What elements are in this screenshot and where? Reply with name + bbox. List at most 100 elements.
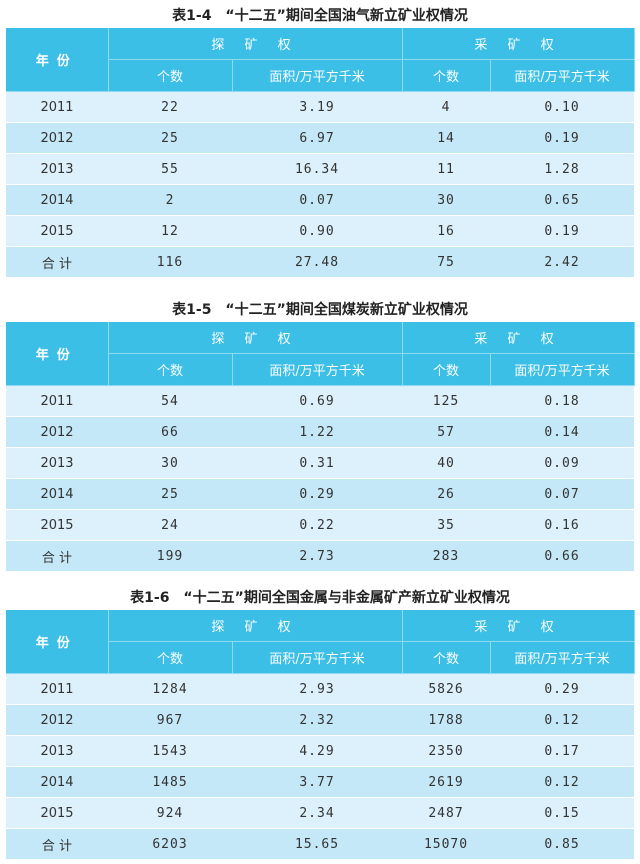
table-row: 2014 25 0.29 26 0.07: [6, 478, 635, 510]
cell-exp-count: 1543: [108, 735, 232, 767]
header-year: 年份: [6, 322, 109, 386]
cell-year: 2013: [6, 153, 108, 185]
cell-min-count: 2350: [402, 735, 491, 767]
data-table: 年份探 矿 权采 矿 权个数 面积/万平方千米 个数 面积/万平方千米 2011 1284…: [6, 610, 635, 860]
header-exploration: 探 矿 权: [108, 322, 403, 354]
table-caption: 表1-6 “十二五”期间全国金属与非金属矿产新立矿业权情况: [130, 590, 510, 606]
cell-min-area: 0.15: [490, 797, 635, 829]
cell-min-count: 30: [402, 184, 491, 216]
cell-year: 2012: [6, 704, 108, 736]
cell-min-area: 0.12: [490, 704, 635, 736]
table-row: 合 计 116 27.48 75 2.42: [6, 246, 635, 278]
data-table: 年份探 矿 权采 矿 权个数 面积/万平方千米 个数 面积/万平方千米 2011 22 3.…: [6, 28, 635, 278]
cell-exp-count: 6203: [108, 828, 232, 860]
cell-min-count: 40: [402, 447, 491, 479]
cell-exp-count: 30: [108, 447, 232, 479]
cell-min-count: 5826: [402, 673, 491, 705]
header-mining: 采 矿 权: [402, 28, 635, 60]
cell-min-count: 125: [402, 385, 491, 417]
header-exp-count: 个数: [108, 59, 233, 92]
cell-exp-count: 22: [108, 91, 232, 123]
table-row: 2015 12 0.90 16 0.19: [6, 215, 635, 247]
header-min-area: 面积/万平方千米: [490, 353, 635, 386]
header-min-area: 面积/万平方千米: [490, 641, 635, 674]
table-row: 2014 2 0.07 30 0.65: [6, 184, 635, 216]
table-block-2: 表1-5 “十二五”期间全国煤炭新立矿业权情况 年份探 矿 权采 矿 权个数 面积/…: [6, 298, 635, 572]
table-row: 2013 30 0.31 40 0.09: [6, 447, 635, 479]
header-year: 年份: [6, 28, 109, 92]
table-row: 2012 66 1.22 57 0.14: [6, 416, 635, 448]
cell-exp-area: 0.22: [232, 509, 403, 541]
cell-exp-count: 24: [108, 509, 232, 541]
cell-min-count: 26: [402, 478, 491, 510]
cell-year: 合 计: [6, 540, 108, 572]
table-caption: 表1-5 “十二五”期间全国煤炭新立矿业权情况: [172, 302, 468, 318]
cell-exp-count: 199: [108, 540, 232, 572]
cell-exp-area: 27.48: [232, 246, 403, 278]
cell-min-area: 0.07: [490, 478, 635, 510]
cell-min-area: 0.17: [490, 735, 635, 767]
table-row: 合 计 199 2.73 283 0.66: [6, 540, 635, 572]
cell-min-area: 0.19: [490, 215, 635, 247]
cell-year: 2011: [6, 385, 108, 417]
cell-exp-count: 55: [108, 153, 232, 185]
table-row: 2013 1543 4.29 2350 0.17: [6, 735, 635, 767]
cell-year: 2012: [6, 122, 108, 154]
cell-year: 2012: [6, 416, 108, 448]
header-exp-count: 个数: [108, 641, 233, 674]
cell-year: 2014: [6, 184, 108, 216]
cell-min-area: 0.14: [490, 416, 635, 448]
cell-min-area: 0.18: [490, 385, 635, 417]
cell-exp-count: 54: [108, 385, 232, 417]
cell-min-count: 11: [402, 153, 491, 185]
table-row: 2011 1284 2.93 5826 0.29: [6, 673, 635, 705]
table-row: 2011 22 3.19 4 0.10: [6, 91, 635, 123]
header-min-area: 面积/万平方千米: [490, 59, 635, 92]
cell-year: 2014: [6, 478, 108, 510]
cell-min-count: 15070: [402, 828, 491, 860]
table-row: 2011 54 0.69 125 0.18: [6, 385, 635, 417]
cell-min-count: 2619: [402, 766, 491, 798]
cell-exp-count: 1485: [108, 766, 232, 798]
cell-exp-area: 15.65: [232, 828, 403, 860]
cell-min-area: 0.29: [490, 673, 635, 705]
cell-exp-count: 25: [108, 478, 232, 510]
cell-exp-count: 1284: [108, 673, 232, 705]
cell-min-count: 14: [402, 122, 491, 154]
cell-min-count: 16: [402, 215, 491, 247]
table-block-1: 表1-4 “十二五”期间全国油气新立矿业权情况 年份探 矿 权采 矿 权个数 面积/…: [6, 4, 635, 278]
cell-year: 2014: [6, 766, 108, 798]
cell-exp-count: 12: [108, 215, 232, 247]
header-mining: 采 矿 权: [402, 322, 635, 354]
cell-min-count: 2487: [402, 797, 491, 829]
header-mining: 采 矿 权: [402, 610, 635, 642]
table-row: 2015 924 2.34 2487 0.15: [6, 797, 635, 829]
cell-year: 2015: [6, 215, 108, 247]
cell-exp-area: 4.29: [232, 735, 403, 767]
header-exploration: 探 矿 权: [108, 28, 403, 60]
cell-exp-area: 0.31: [232, 447, 403, 479]
header-exp-area: 面积/万平方千米: [232, 353, 403, 386]
cell-year: 2013: [6, 735, 108, 767]
cell-exp-area: 2.73: [232, 540, 403, 572]
cell-exp-count: 25: [108, 122, 232, 154]
cell-min-area: 2.42: [490, 246, 635, 278]
header-exp-count: 个数: [108, 353, 233, 386]
cell-min-area: 0.85: [490, 828, 635, 860]
cell-year: 2011: [6, 673, 108, 705]
table-row: 2012 25 6.97 14 0.19: [6, 122, 635, 154]
cell-exp-area: 0.29: [232, 478, 403, 510]
cell-year: 合 计: [6, 246, 108, 278]
header-exploration: 探 矿 权: [108, 610, 403, 642]
cell-year: 2011: [6, 91, 108, 123]
cell-year: 2013: [6, 447, 108, 479]
cell-min-area: 0.65: [490, 184, 635, 216]
cell-min-area: 0.16: [490, 509, 635, 541]
cell-min-count: 75: [402, 246, 491, 278]
table-row: 2015 24 0.22 35 0.16: [6, 509, 635, 541]
table-row: 2012 967 2.32 1788 0.12: [6, 704, 635, 736]
cell-exp-count: 116: [108, 246, 232, 278]
cell-exp-area: 0.69: [232, 385, 403, 417]
cell-year: 2015: [6, 797, 108, 829]
cell-min-area: 0.09: [490, 447, 635, 479]
